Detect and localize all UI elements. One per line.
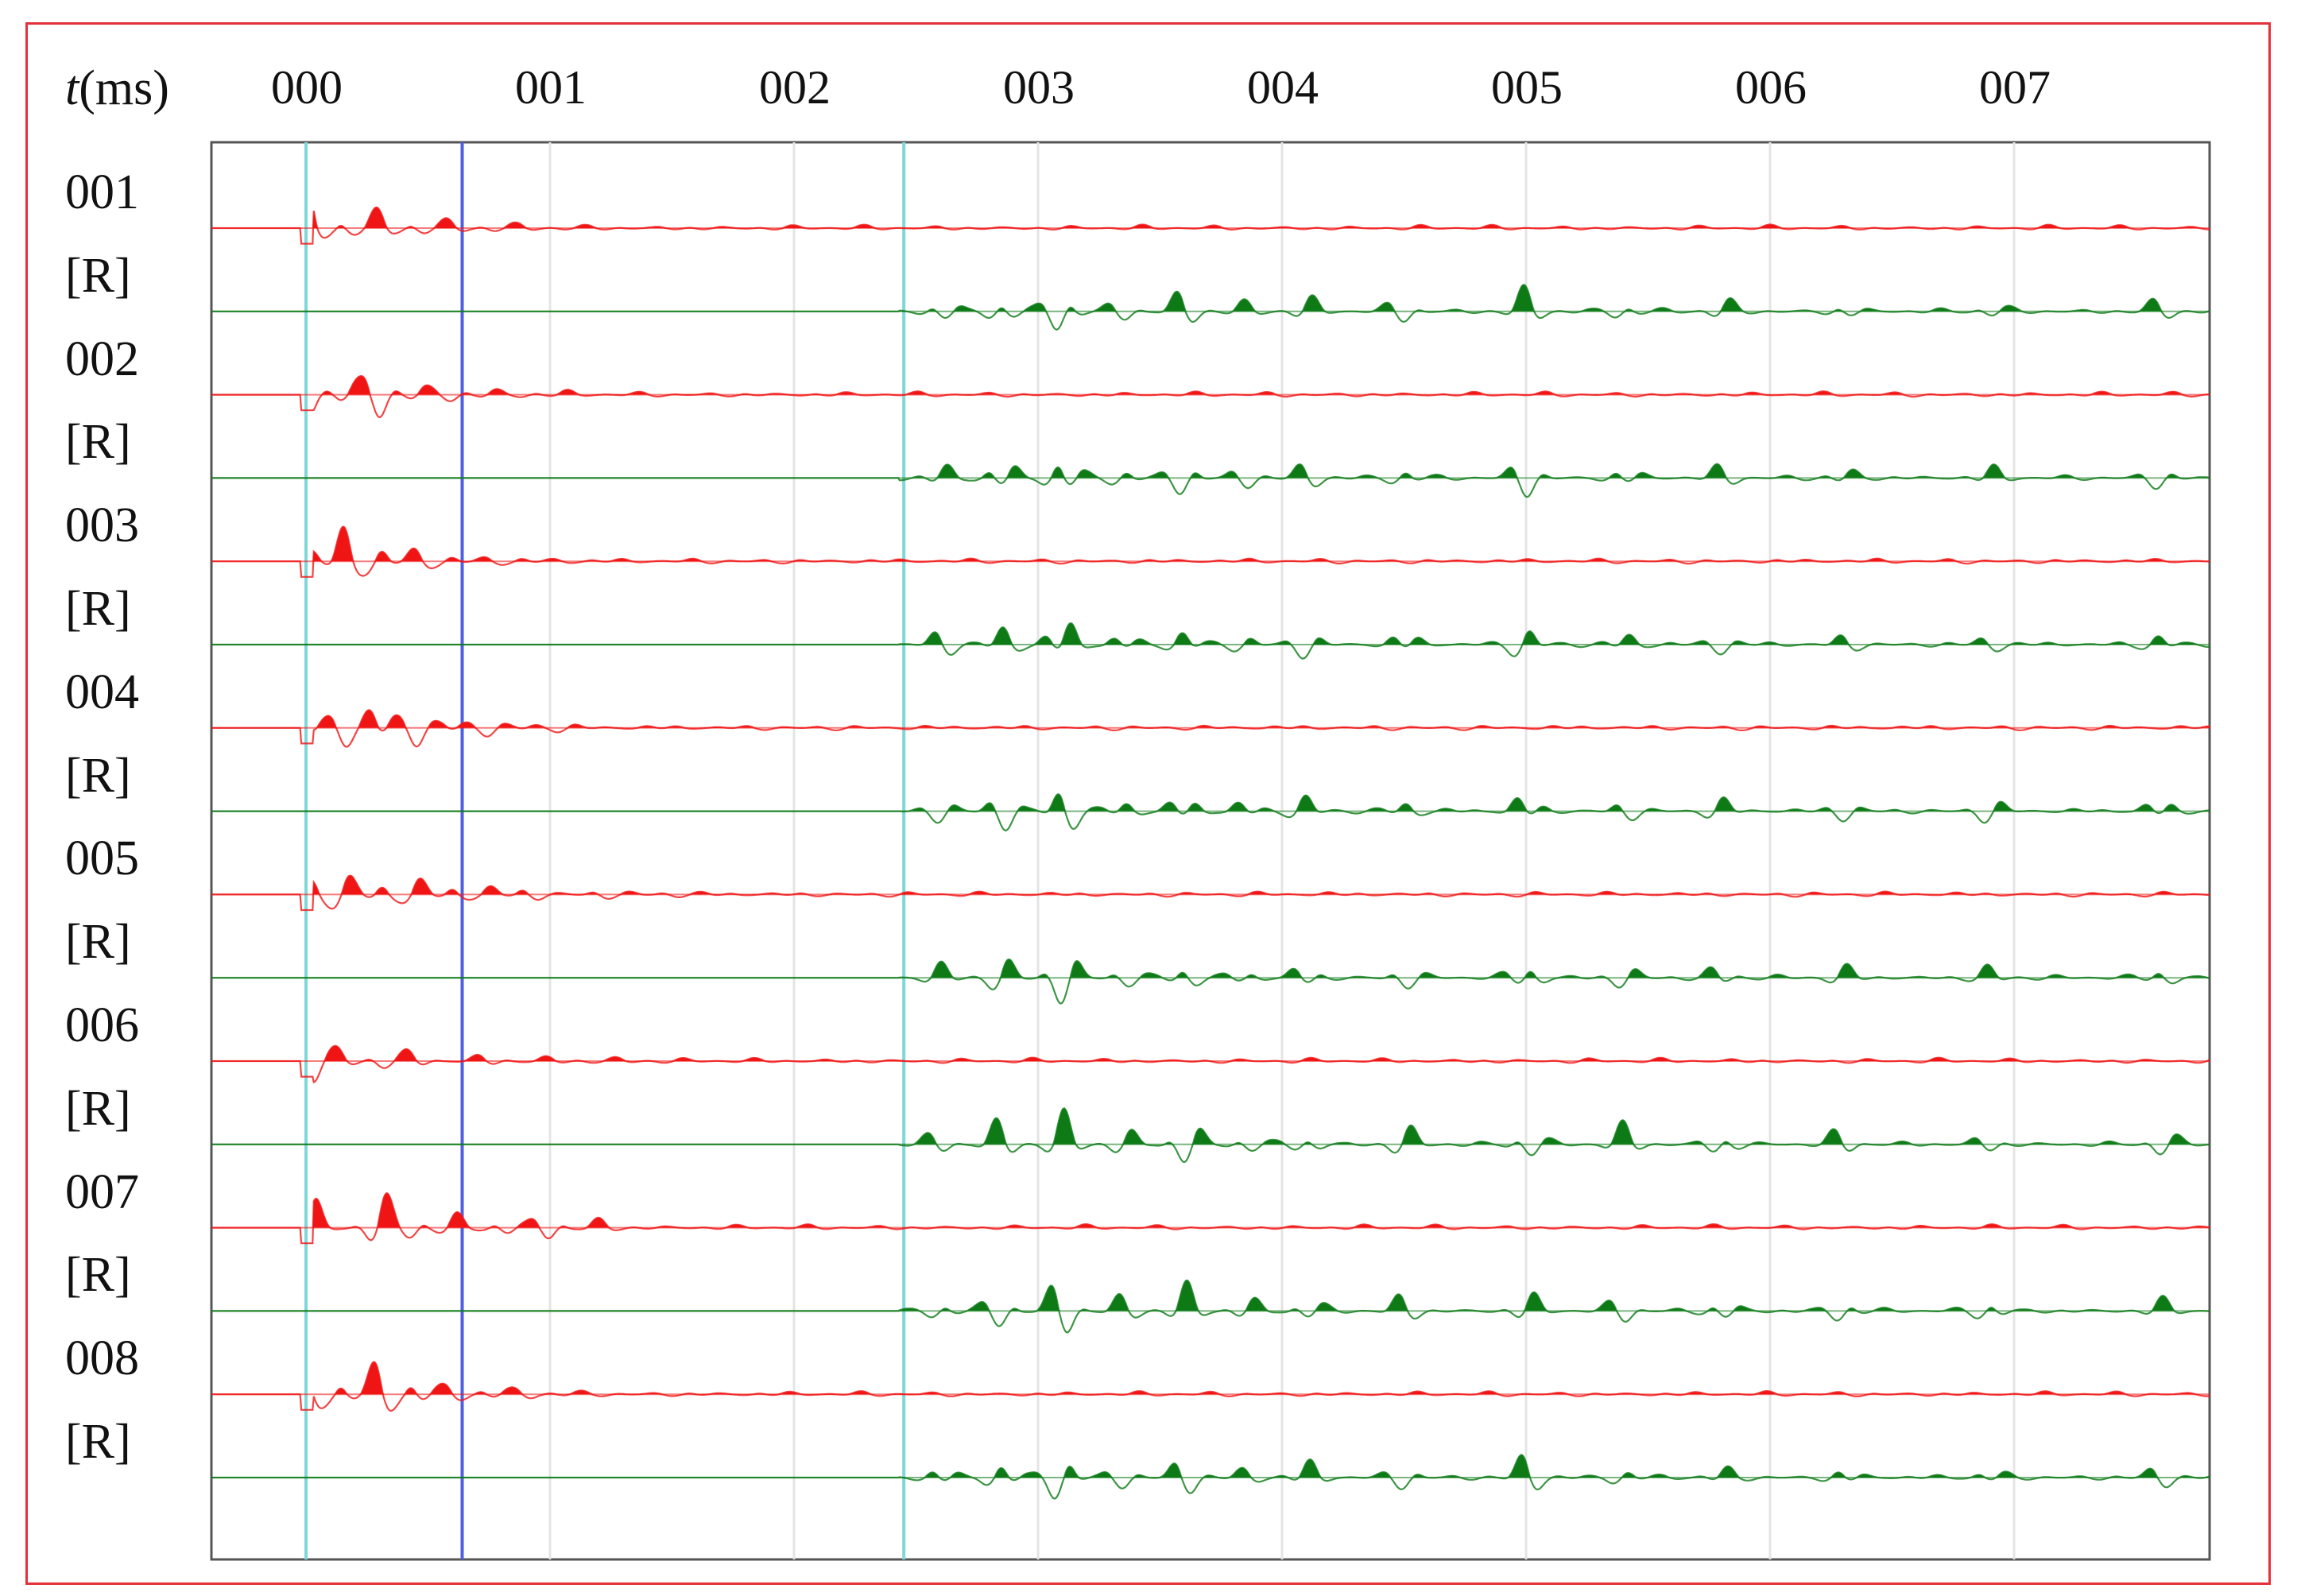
trace-label: 005 <box>65 831 139 886</box>
trace-label: 006 <box>65 998 139 1052</box>
trace-line <box>211 958 2210 1005</box>
trace-line <box>211 709 2210 748</box>
trace-label: [R] <box>65 1081 131 1136</box>
x-tick-label: 001 <box>515 61 587 114</box>
traces <box>211 206 2210 1500</box>
x-tick-label: 007 <box>1979 61 2051 114</box>
trace-fill <box>211 285 2210 312</box>
trace-label: [R] <box>65 1248 131 1303</box>
x-axis-title: t(ms) <box>65 64 169 113</box>
trace-fill <box>211 1045 2210 1061</box>
trace-fill <box>211 1455 2210 1478</box>
trace-label: 008 <box>65 1331 139 1386</box>
trace-label: 007 <box>65 1164 139 1219</box>
trace-line <box>211 374 2210 419</box>
trace-label: 001 <box>65 165 139 219</box>
trace-line <box>211 622 2210 660</box>
x-axis-unit: (ms) <box>79 61 169 115</box>
trace-fill <box>211 959 2210 978</box>
trace-label: [R] <box>65 582 131 636</box>
trace-fill <box>211 526 2210 562</box>
trace-line <box>211 1192 2210 1245</box>
trace-label: [R] <box>65 248 131 303</box>
trace-fill <box>211 1362 2210 1395</box>
x-tick-label: 002 <box>759 61 831 114</box>
x-tick-label: 000 <box>271 61 343 114</box>
trace-label: [R] <box>65 1415 131 1469</box>
trace-label: 004 <box>65 664 139 719</box>
x-tick-label: 006 <box>1735 61 1807 114</box>
trace-line <box>211 1454 2210 1500</box>
x-tick-label: 003 <box>1003 61 1075 114</box>
trace-line <box>211 1044 2210 1084</box>
trace-label: [R] <box>65 915 131 970</box>
trace-label: [R] <box>65 748 131 803</box>
x-axis-variable: t <box>65 61 79 115</box>
trace-line <box>211 525 2210 578</box>
trace-line <box>211 206 2210 245</box>
trace-fill <box>211 463 2210 478</box>
trace-line <box>211 1107 2210 1164</box>
trace-line <box>211 1361 2210 1412</box>
trace-label: 002 <box>65 331 139 386</box>
trace-line <box>211 1279 2210 1334</box>
trace-label: 003 <box>65 498 139 553</box>
x-tick-label: 004 <box>1247 61 1319 114</box>
x-tick-label: 005 <box>1491 61 1563 114</box>
trace-line <box>211 792 2210 832</box>
trace-line <box>211 874 2210 912</box>
figure-frame <box>25 22 2271 1585</box>
trace-line <box>211 284 2210 331</box>
trace-label: [R] <box>65 415 131 470</box>
plot-area <box>210 141 2211 1561</box>
trace-line <box>211 463 2210 498</box>
time-markers <box>304 142 906 1559</box>
